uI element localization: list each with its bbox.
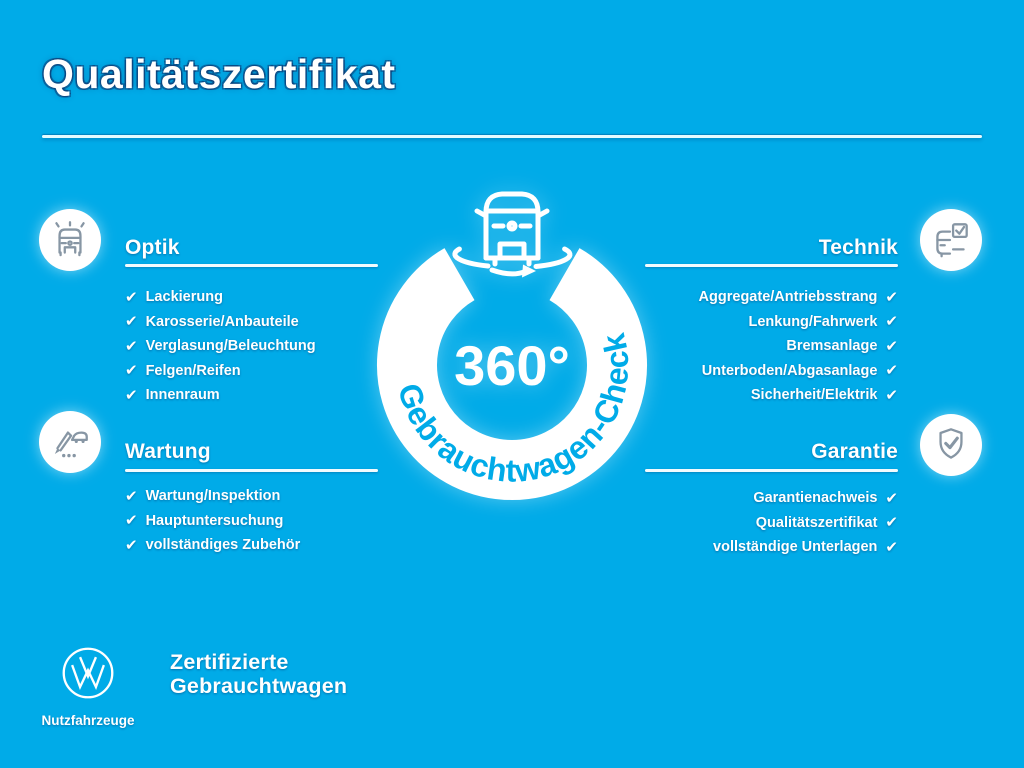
check-icon: ✔ [125, 536, 138, 554]
check-item: ✔ Qualitätszertifikat [756, 511, 898, 536]
pen-checklist-icon [54, 431, 88, 458]
check-item-label: Verglasung/Beleuchtung [145, 338, 316, 355]
brand-name: Nutzfahrzeuge [41, 713, 135, 728]
check-icon: ✔ [885, 288, 898, 306]
check-item-label: Wartung/Inspektion [145, 488, 281, 505]
car-checklist-icon [936, 223, 968, 258]
check-item: ✔ Lenkung/Fahrwerk [749, 310, 899, 335]
check-item: ✔ vollständiges Zubehör [125, 533, 378, 558]
check-item: ✔ Karosserie/Anbauteile [125, 310, 378, 335]
section-underline [125, 264, 378, 267]
check-item-label: Aggregate/Antriebsstrang [698, 289, 878, 306]
check-icon: ✔ [125, 362, 138, 380]
garantie-icon-circle [920, 414, 982, 476]
check-item-label: Unterboden/Abgasanlage [701, 362, 878, 379]
check-item-label: Qualitätszertifikat [755, 514, 878, 531]
check-icon: ✔ [885, 514, 898, 532]
check-item-label: Lenkung/Fahrwerk [748, 313, 878, 330]
title-rule [42, 135, 982, 138]
badge-ring [377, 248, 647, 500]
check-item-label: Felgen/Reifen [145, 362, 241, 379]
section-heading-wartung: Wartung [125, 440, 211, 463]
check-item: ✔ Lackierung [125, 285, 378, 310]
check-icon: ✔ [125, 288, 138, 306]
optik-item-list: ✔ Lackierung ✔ Karosserie/Anbauteile ✔ Vergla… [125, 285, 378, 408]
check-item-label: Lackierung [145, 289, 223, 306]
technik-icon-circle [920, 209, 982, 271]
check-item-label: Sicherheit/Elektrik [750, 387, 878, 404]
check-icon: ✔ [885, 362, 898, 380]
wartung-icon-circle [39, 411, 101, 473]
check-item-label: vollständiges Zubehör [145, 537, 301, 554]
check-item: ✔ Wartung/Inspektion [125, 484, 378, 509]
rotating-van-icon [452, 191, 573, 278]
check-icon: ✔ [125, 386, 138, 404]
check-icon: ✔ [125, 512, 138, 530]
check-icon: ✔ [125, 313, 138, 331]
section-underline [645, 264, 898, 267]
section-underline [645, 469, 898, 472]
check-item: ✔ Sicherheit/Elektrik [751, 383, 898, 408]
shield-check-icon [939, 428, 963, 459]
check-item: ✔ Verglasung/Beleuchtung [125, 334, 378, 359]
check-item: ✔ Felgen/Reifen [125, 359, 378, 384]
check-icon: ✔ [885, 337, 898, 355]
check-icon: ✔ [885, 313, 898, 331]
check-item-label: Garantienachweis [753, 490, 878, 507]
footer-tagline-line2: Gebrauchtwagen [170, 674, 348, 698]
vw-logo [62, 647, 114, 699]
check-item-label: Hauptuntersuchung [145, 512, 284, 529]
check-icon: ✔ [885, 538, 898, 556]
check-item-label: Innenraum [145, 387, 220, 404]
check-item: ✔ Unterboden/Abgasanlage [702, 359, 898, 384]
optik-icon-circle [39, 209, 101, 271]
check-item: ✔ Bremsanlage [786, 334, 898, 359]
check-icon: ✔ [125, 487, 138, 505]
badge-center-text: 360° [454, 334, 570, 397]
footer-tagline: Zertifizierte Gebrauchtwagen [170, 650, 347, 698]
footer-tagline-line1: Zertifizierte [170, 650, 289, 674]
section-underline [125, 469, 378, 472]
garantie-item-list: ✔ Garantienachweis ✔ Qualitätszertifikat ✔ vo… [645, 486, 898, 560]
wartung-item-list: ✔ Wartung/Inspektion ✔ Hauptuntersuchung ✔ vo… [125, 484, 378, 558]
page-title: Qualitätszertifikat [42, 51, 396, 97]
section-heading-technik: Technik [818, 236, 898, 259]
car-shine-icon [55, 221, 85, 257]
section-heading-garantie: Garantie [811, 440, 898, 463]
check-icon: ✔ [885, 489, 898, 507]
section-heading-optik: Optik [125, 236, 180, 259]
check-item: ✔ Garantienachweis [753, 486, 898, 511]
check-item: ✔ Innenraum [125, 383, 378, 408]
check-item: ✔ Aggregate/Antriebsstrang [699, 285, 898, 310]
check-item-label: Karosserie/Anbauteile [145, 313, 299, 330]
check-icon: ✔ [885, 386, 898, 404]
360-badge: Gebrauchtwagen-Check 360° [377, 191, 647, 500]
check-item-label: Bremsanlage [786, 338, 878, 355]
technik-item-list: ✔ Aggregate/Antriebsstrang ✔ Lenkung/Fahrwe… [645, 285, 898, 408]
check-item: ✔ Hauptuntersuchung [125, 509, 378, 534]
check-item: ✔ vollständige Unterlagen [713, 535, 898, 560]
check-item-label: vollständige Unterlagen [713, 539, 878, 556]
check-icon: ✔ [125, 337, 138, 355]
